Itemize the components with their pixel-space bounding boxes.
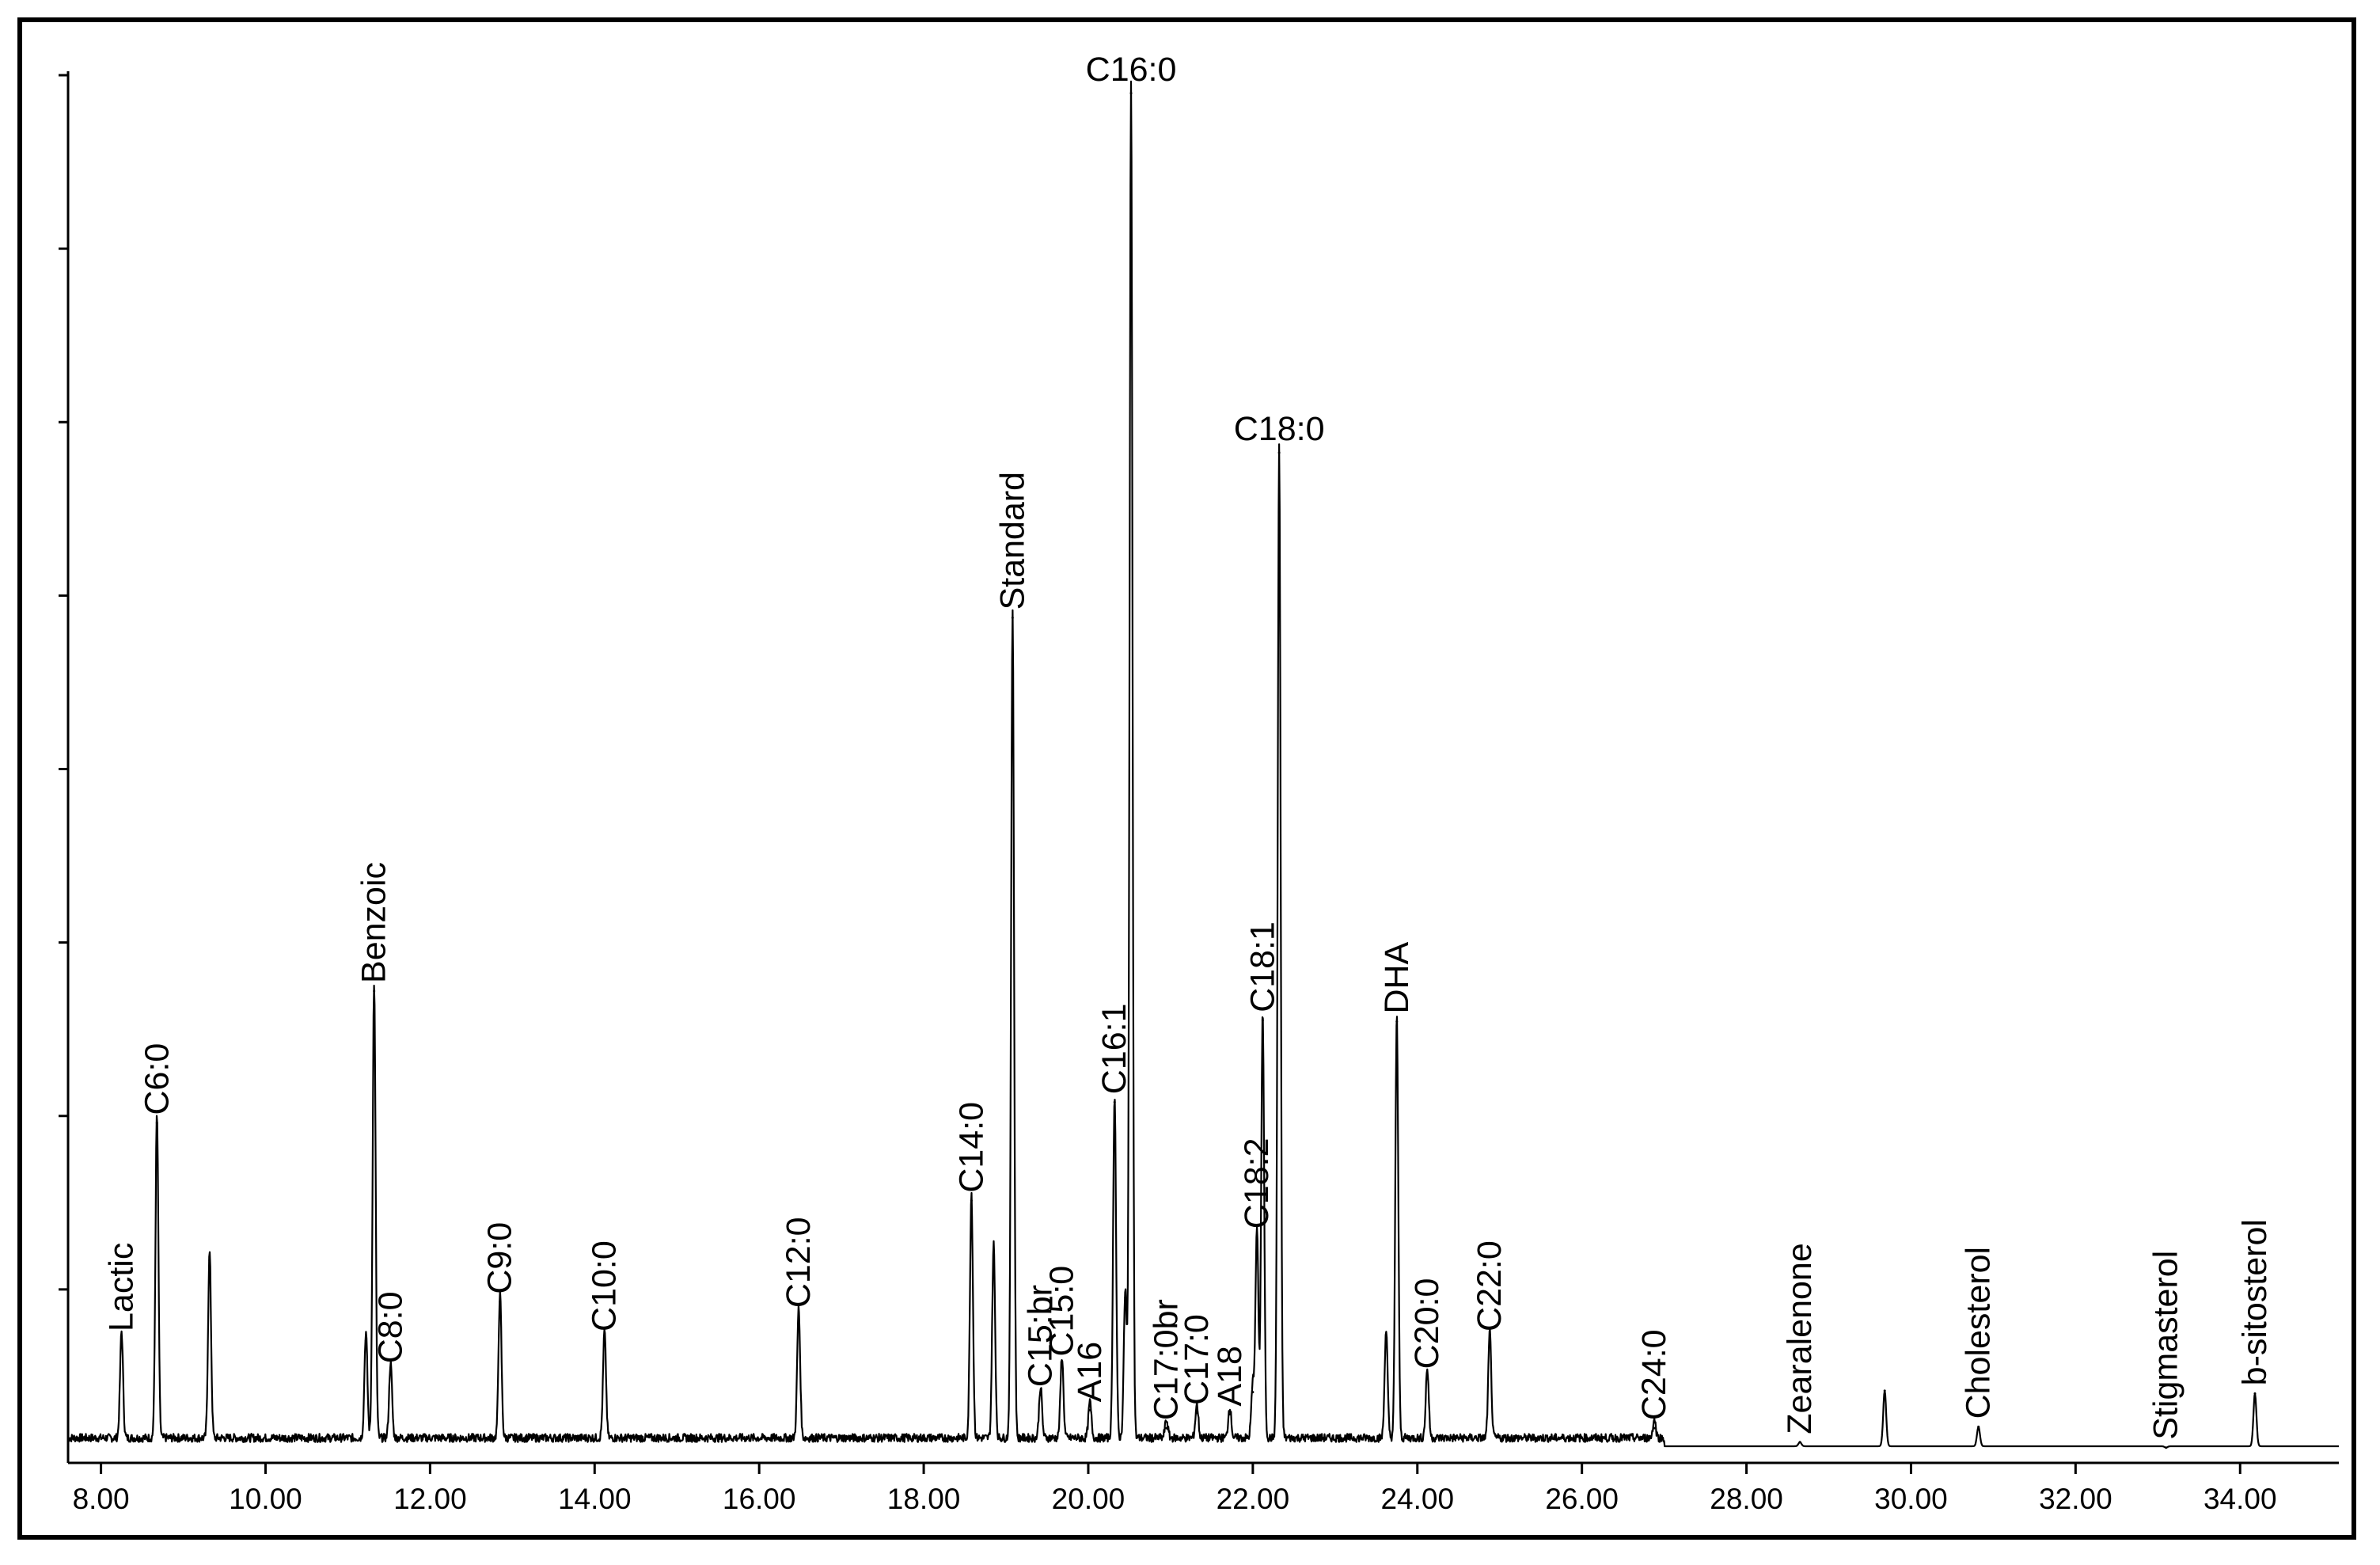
peak-label: C9:0 — [481, 1222, 519, 1294]
peak-apex-2 — [373, 990, 376, 993]
peak-label: C18:1 — [1243, 921, 1281, 1012]
peak-label: C16:1 — [1095, 1003, 1133, 1094]
peak-label: C16:0 — [1086, 51, 1177, 89]
peak-apex-11 — [1088, 1408, 1091, 1411]
peak-apex-20 — [1395, 1020, 1399, 1024]
peak-label: A16 — [1071, 1342, 1109, 1403]
peak-apex-5 — [603, 1338, 606, 1341]
peak-label: C10:0 — [586, 1240, 624, 1331]
peak-apex-16 — [1228, 1413, 1232, 1416]
peak-apex-31 — [1124, 1296, 1127, 1299]
peak-labels: Lactic C6:0 Benzoic C8:0 C9:0 C10:0 C12:0 C14:0… — [103, 51, 2274, 1440]
peak-apex-33 — [1384, 1336, 1387, 1339]
peak-apex-30 — [992, 1251, 995, 1254]
peak-apex-14 — [1165, 1426, 1168, 1430]
x-tick-label: 22.00 — [1217, 1483, 1290, 1515]
peak-label: C17:0 — [1178, 1314, 1216, 1405]
peak-label: Cholesterol — [1960, 1247, 1998, 1419]
peak-apex-8 — [1011, 616, 1014, 619]
x-tick-label: 30.00 — [1874, 1483, 1948, 1515]
peak-apex-4 — [499, 1301, 502, 1304]
peak-apex-34 — [1883, 1389, 1886, 1392]
peak-apex-22 — [1488, 1338, 1491, 1341]
peak-apex-21 — [1425, 1375, 1429, 1378]
peak-label: C12:0 — [780, 1217, 818, 1308]
axes — [66, 71, 2339, 1464]
peak-label: C14:0 — [952, 1102, 990, 1193]
peak-apex-26 — [2165, 1446, 2168, 1449]
x-tick-label: 28.00 — [1710, 1483, 1783, 1515]
peak-apex-32 — [1251, 1391, 1255, 1394]
peak-apex-28 — [208, 1259, 211, 1262]
x-tick-label: 16.00 — [723, 1483, 796, 1515]
peak-apex-1 — [155, 1122, 158, 1125]
x-tick-label: 10.00 — [229, 1483, 302, 1515]
peak-label: b-sitosterol — [2236, 1219, 2274, 1385]
x-tick-label: 12.00 — [393, 1483, 467, 1515]
peak-label: C6:0 — [138, 1043, 176, 1115]
y-ticks — [59, 74, 68, 1291]
x-tick-label: 34.00 — [2203, 1483, 2277, 1515]
x-tick-label: 24.00 — [1380, 1483, 1454, 1515]
peak-label: Benzoic — [355, 862, 393, 983]
peak-apex-24 — [1798, 1441, 1801, 1444]
peak-label: DHA — [1378, 941, 1416, 1013]
peak-label: Standard — [993, 472, 1031, 610]
peak-label: Stigmasterol — [2147, 1251, 2185, 1440]
trace — [67, 80, 2340, 1449]
peak-markers — [120, 92, 2257, 1449]
peak-label: C18:2 — [1238, 1138, 1276, 1229]
peak-label: C22:0 — [1471, 1240, 1509, 1331]
x-ticks: 8.00 10.00 12.00 14.00 16.00 18.00 20.00 22.00 2… — [73, 1463, 2277, 1515]
peak-label: C24:0 — [1635, 1329, 1673, 1420]
peak-apex-25 — [1977, 1425, 1980, 1428]
peak-apex-23 — [1653, 1426, 1656, 1430]
x-tick-label: 18.00 — [887, 1483, 961, 1515]
peak-apex-7 — [970, 1199, 973, 1202]
peak-apex-3 — [389, 1369, 392, 1373]
peak-apex-13 — [1129, 92, 1133, 95]
peak-apex-10 — [1061, 1363, 1064, 1366]
x-tick-label: 32.00 — [2039, 1483, 2112, 1515]
peak-label: A18 — [1211, 1346, 1249, 1407]
peak-apex-12 — [1113, 1100, 1116, 1103]
peak-apex-6 — [797, 1314, 800, 1317]
peak-label: C18:0 — [1234, 410, 1325, 448]
x-tick-label: 8.00 — [73, 1483, 130, 1515]
x-tick-label: 20.00 — [1052, 1483, 1125, 1515]
peak-apex-27 — [2253, 1392, 2257, 1395]
x-tick-label: 26.00 — [1545, 1483, 1619, 1515]
peak-apex-9 — [1039, 1393, 1042, 1396]
peak-apex-29 — [364, 1339, 367, 1343]
peak-label: C8:0 — [371, 1291, 409, 1363]
x-tick-label: 14.00 — [558, 1483, 632, 1515]
chart-frame — [17, 17, 2356, 1540]
peak-label: C20:0 — [1408, 1278, 1446, 1369]
peak-label: C15:0 — [1043, 1266, 1081, 1357]
peak-apex-15 — [1195, 1411, 1198, 1415]
peak-apex-19 — [1277, 451, 1281, 454]
peak-apex-18 — [1261, 1019, 1264, 1022]
peak-apex-0 — [120, 1338, 123, 1341]
peak-label: Lactic — [103, 1243, 141, 1331]
peak-label: Zearalenone — [1781, 1243, 1819, 1434]
peak-label: C17:0br — [1148, 1299, 1186, 1420]
peak-apex-17 — [1255, 1235, 1258, 1238]
tic-trace-line — [67, 80, 2340, 1449]
peak-label: C15:br — [1022, 1285, 1060, 1387]
